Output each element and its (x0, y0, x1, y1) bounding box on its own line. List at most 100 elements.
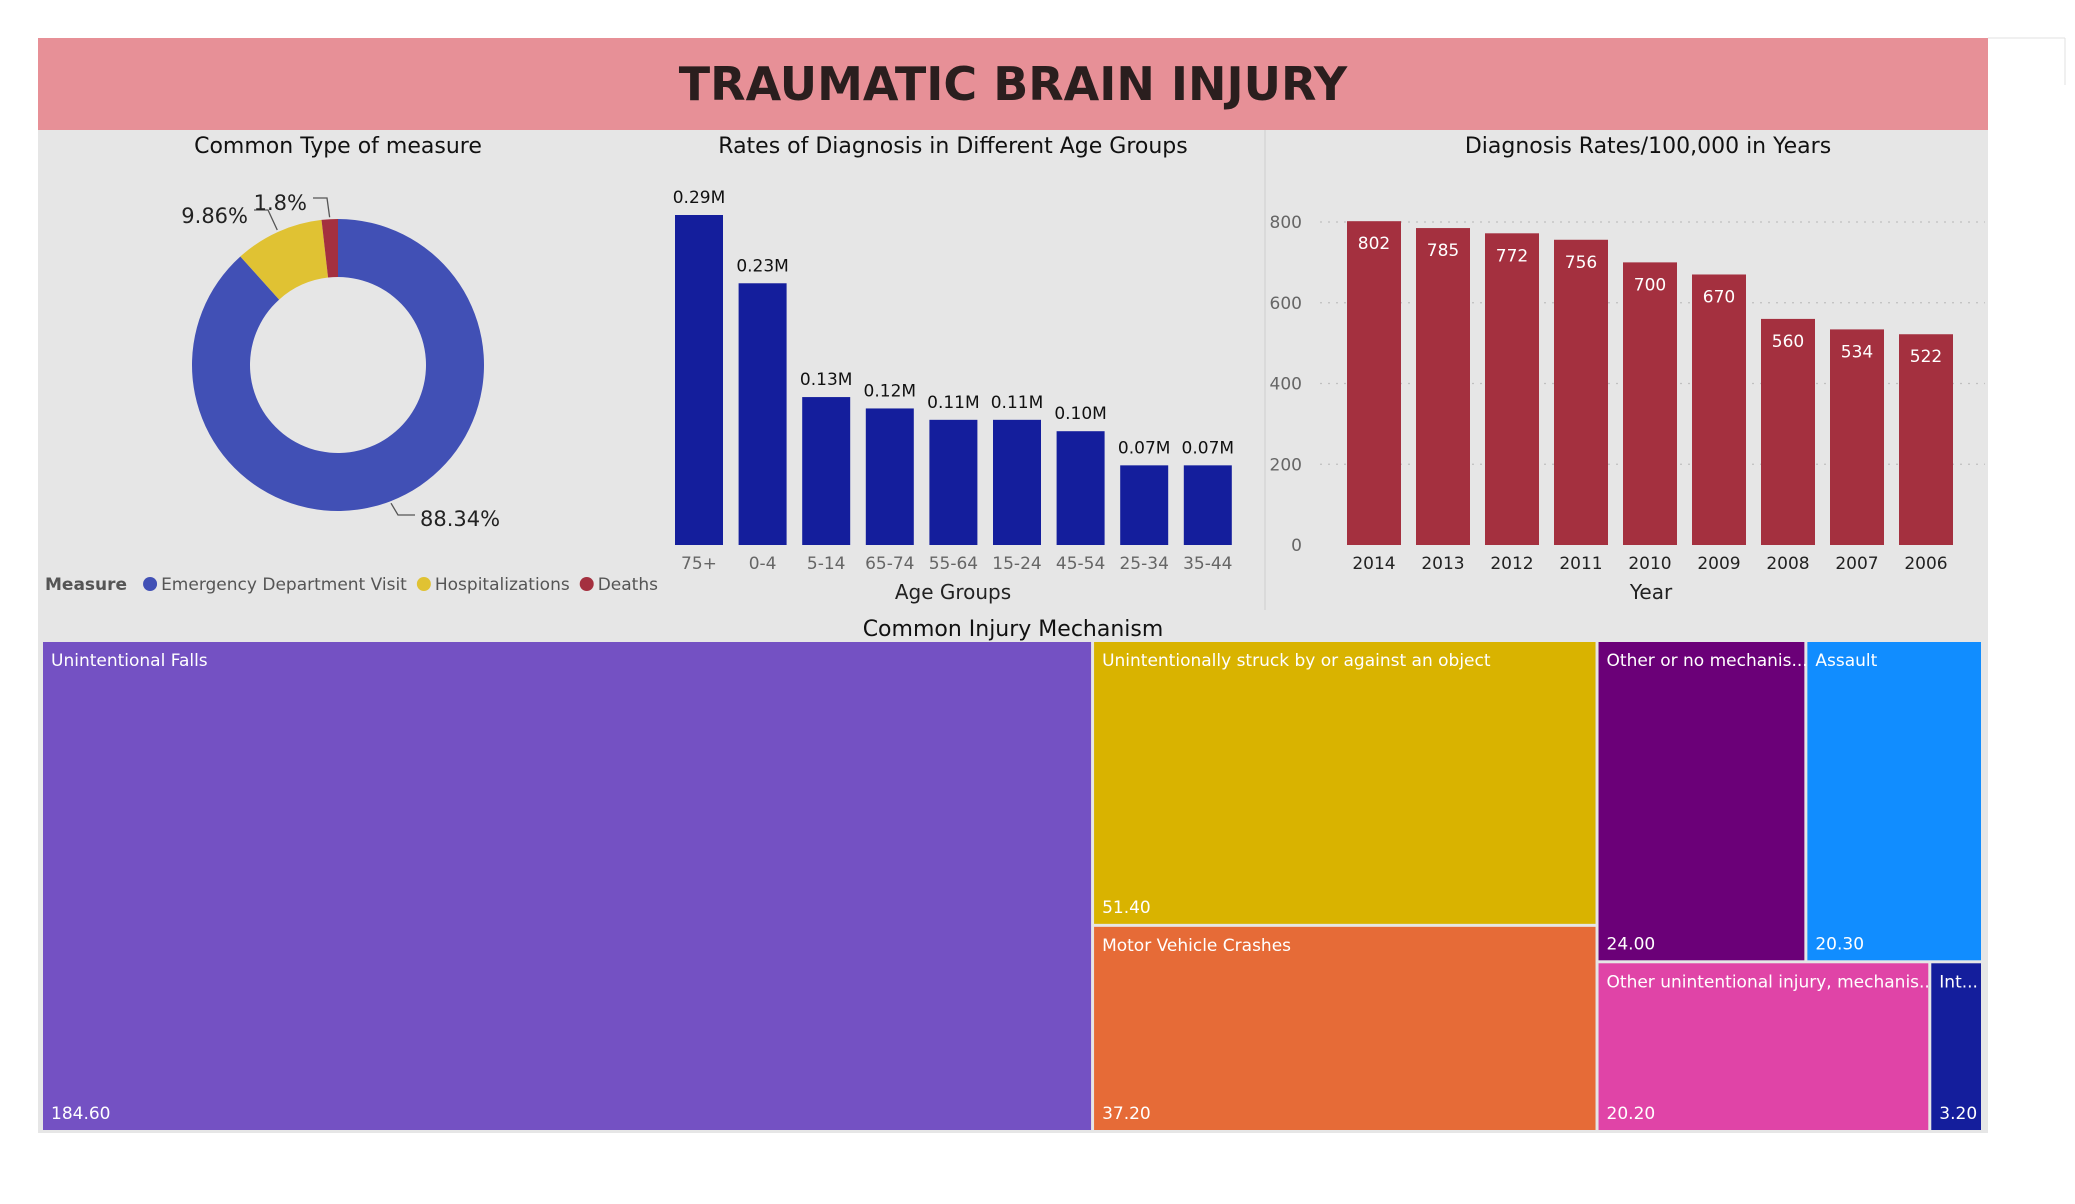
age-bar (738, 283, 787, 545)
years-x-tick-label: 2007 (1835, 554, 1878, 574)
years-bar (1347, 221, 1401, 545)
treemap-tile-value: 20.30 (1815, 934, 1864, 954)
years-y-tick-label: 200 (1270, 455, 1302, 475)
years-bar (1416, 228, 1470, 545)
treemap-title: Common Injury Mechanism (863, 617, 1164, 642)
treemap-tile (1807, 642, 1981, 961)
age-bar (1120, 465, 1169, 545)
years-y-tick-label: 0 (1291, 536, 1302, 556)
years-y-tick-label: 400 (1270, 375, 1302, 395)
legend-item-label: Hospitalizations (435, 575, 570, 595)
age-bar-data-label: 0.07M (1182, 438, 1235, 458)
donut-chart-title: Common Type of measure (194, 134, 482, 159)
donut-data-label: 1.8% (254, 191, 307, 215)
age-bar (1183, 465, 1232, 545)
years-x-tick-label: 2011 (1559, 554, 1602, 574)
legend-item-label: Deaths (598, 575, 658, 595)
treemap-tile-value: 51.40 (1102, 898, 1151, 918)
treemap-tile-label: Other or no mechanis... (1607, 651, 1808, 671)
treemap-tile (1931, 963, 1981, 1130)
treemap-tile-value: 24.00 (1607, 934, 1656, 954)
treemap-tile-label: Unintentional Falls (51, 651, 208, 671)
age-bar-data-label: 0.10M (1054, 404, 1107, 424)
title-banner (38, 38, 1988, 130)
donut-leader-line (254, 209, 278, 231)
donut-data-label: 88.34% (420, 507, 500, 531)
years-x-tick-label: 2012 (1490, 554, 1533, 574)
years-bar (1761, 318, 1815, 545)
years-bar-data-label: 670 (1703, 287, 1735, 307)
age-bar-data-label: 0.07M (1118, 438, 1171, 458)
years-bar-data-label: 534 (1841, 342, 1873, 362)
legend-marker (579, 577, 594, 591)
treemap-tile-value: 3.20 (1939, 1104, 1977, 1124)
age-bar (929, 419, 978, 545)
age-x-tick-label: 5-14 (807, 554, 846, 574)
years-y-tick-label: 600 (1270, 294, 1302, 314)
years-x-tick-label: 2014 (1352, 554, 1395, 574)
age-x-tick-label: 25-34 (1119, 554, 1168, 574)
age-x-tick-label: 55-64 (929, 554, 978, 574)
years-bar (1692, 274, 1746, 545)
age-bar-data-label: 0.13M (800, 370, 853, 390)
treemap-tile-label: Unintentionally struck by or against an … (1102, 651, 1491, 671)
donut-leader-line (390, 502, 415, 516)
years-y-tick-label: 800 (1270, 213, 1302, 233)
age-bar-data-label: 0.29M (673, 188, 726, 208)
age-x-tick-label: 45-54 (1056, 554, 1105, 574)
years-bar-data-label: 560 (1772, 332, 1804, 352)
treemap-tile (1094, 926, 1596, 1130)
age-bar (802, 397, 851, 545)
years-bar-data-label: 785 (1427, 241, 1459, 261)
years-bar-data-label: 802 (1358, 234, 1390, 254)
age-bar-data-label: 0.12M (864, 381, 917, 401)
treemap-tile-label: Assault (1815, 651, 1877, 671)
years-x-tick-label: 2008 (1766, 554, 1809, 574)
treemap-tile-label: Int... (1939, 972, 1978, 992)
donut-slice (191, 219, 484, 512)
years-bar-data-label: 522 (1910, 347, 1942, 367)
treemap-tile-label: Motor Vehicle Crashes (1102, 936, 1291, 956)
age-bar-data-label: 0.11M (927, 393, 980, 413)
years-bar (1623, 262, 1677, 545)
legend-item-label: Emergency Department Visit (161, 575, 407, 595)
years-bar (1554, 239, 1608, 545)
age-x-axis-title: Age Groups (895, 580, 1011, 604)
years-x-axis-title: Year (1629, 580, 1673, 604)
age-bar (993, 419, 1041, 545)
treemap-tile (1094, 642, 1596, 924)
years-bar-data-label: 700 (1634, 275, 1666, 295)
years-bar-data-label: 772 (1496, 246, 1528, 266)
treemap-tile (43, 642, 1092, 1130)
age-x-tick-label: 15-24 (992, 554, 1041, 574)
treemap-tile-value: 20.20 (1607, 1104, 1656, 1124)
years-x-tick-label: 2013 (1421, 554, 1464, 574)
treemap-tile-value: 184.60 (51, 1104, 110, 1124)
legend-marker (143, 577, 158, 591)
dashboard-title: TRAUMATIC BRAIN INJURY (679, 57, 1348, 111)
age-chart-title: Rates of Diagnosis in Different Age Grou… (718, 134, 1187, 159)
age-bar (675, 215, 723, 545)
age-bar-data-label: 0.11M (991, 393, 1044, 413)
treemap-tile-value: 37.20 (1102, 1104, 1151, 1124)
years-bar (1899, 334, 1953, 545)
donut-data-label: 9.86% (181, 204, 248, 228)
age-bar-data-label: 0.23M (736, 256, 789, 276)
donut-leader-line (313, 197, 331, 218)
donut-slice (321, 219, 338, 278)
years-x-tick-label: 2010 (1628, 554, 1671, 574)
age-x-tick-label: 35-44 (1183, 554, 1232, 574)
treemap-tile (1598, 963, 1929, 1130)
years-bar (1485, 233, 1539, 545)
treemap-tile (1598, 642, 1805, 961)
age-bar (865, 408, 914, 545)
years-x-tick-label: 2006 (1904, 554, 1947, 574)
donut-slice (240, 219, 329, 300)
years-bar-data-label: 756 (1565, 253, 1597, 273)
age-x-tick-label: 65-74 (865, 554, 914, 574)
age-x-tick-label: 75+ (681, 554, 717, 574)
legend-title: Measure (45, 575, 127, 595)
age-bar (1056, 431, 1105, 545)
